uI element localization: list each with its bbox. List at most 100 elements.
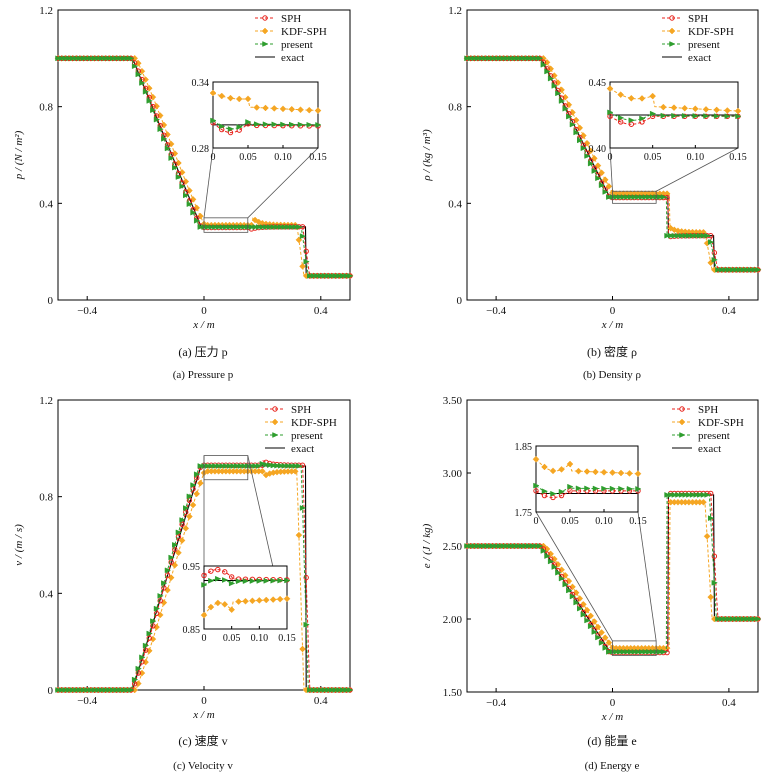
series-kdf-sph-marker <box>153 623 160 631</box>
legend-label-kdf-sph: KDF-SPH <box>291 417 337 429</box>
series-present-marker <box>711 256 718 263</box>
series-present-marker <box>711 579 718 586</box>
inset-kdf-sph-marker <box>691 105 699 113</box>
series-sph-marker <box>135 670 142 676</box>
series-present-marker <box>299 233 307 240</box>
series-present-marker <box>226 463 234 469</box>
series-present-marker <box>219 463 226 469</box>
series-present-marker <box>310 272 318 279</box>
caption-english: (c) Velocity v <box>173 760 233 772</box>
series-present-marker <box>573 599 580 606</box>
series-kdf-sph-marker <box>580 600 587 608</box>
series-present-marker <box>318 272 325 279</box>
inset-kdf-sph-marker <box>575 467 582 475</box>
legend-label-kdf-sph: KDF-SPH <box>698 417 744 429</box>
series-present-marker <box>241 224 248 230</box>
series-present-marker <box>263 224 270 230</box>
zoom-connector <box>203 147 214 218</box>
series-present-marker <box>478 543 486 549</box>
zoom-box <box>612 640 657 656</box>
series-present-marker <box>747 266 755 273</box>
series-kdf-sph-marker <box>601 176 609 184</box>
inset-kdf-sph-marker <box>209 89 217 97</box>
series-present-marker <box>562 105 569 112</box>
series-present-marker <box>281 462 288 469</box>
inset-kdf-sph-marker <box>541 463 548 471</box>
inset-kdf-sph-marker <box>713 106 721 114</box>
x-tick-label: −0.4 <box>77 305 97 317</box>
series-kdf-sph-marker <box>193 204 201 212</box>
inset-present-marker <box>254 121 261 128</box>
series-present-marker <box>562 581 569 588</box>
series-present-marker <box>321 272 329 279</box>
series-present-marker <box>135 665 142 672</box>
y-tick-label: 0.8 <box>448 102 462 114</box>
inset-present-marker <box>628 117 635 124</box>
series-present-marker <box>314 687 321 693</box>
series-present-marker <box>208 463 215 469</box>
inset-kdf-sph-marker <box>649 92 657 100</box>
series-present-marker <box>744 616 751 622</box>
series-present-marker <box>139 654 146 661</box>
series-present-marker <box>529 55 537 62</box>
series-kdf-sph-marker <box>259 467 266 475</box>
legend-label-sph: SPH <box>698 404 718 416</box>
inset-present-marker <box>635 486 642 492</box>
inset-kdf-sph-marker <box>549 467 557 475</box>
series-present-marker <box>256 463 263 469</box>
series-present-marker <box>547 75 555 82</box>
series-present-marker <box>558 575 566 582</box>
inset-present-marker <box>201 582 208 588</box>
series-present-marker <box>277 224 285 230</box>
series-present-marker <box>73 687 80 693</box>
series-present-marker <box>303 621 310 628</box>
legend-label-sph: SPH <box>281 13 301 25</box>
series-present-marker <box>573 129 580 136</box>
inset-sph-marker <box>201 572 207 579</box>
series-present-marker <box>84 55 91 62</box>
series-present-marker <box>343 687 350 693</box>
inset-kdf-sph-marker <box>638 95 646 102</box>
series-sph-marker <box>146 635 152 641</box>
legend-label-exact: exact <box>688 52 711 64</box>
series-present-marker <box>131 676 139 683</box>
series-present-marker <box>347 272 354 279</box>
series-present-marker <box>223 224 230 230</box>
series-present-marker <box>482 543 489 549</box>
inset-present-marker <box>713 113 721 120</box>
inset-present-marker <box>626 485 634 492</box>
inset-present-marker <box>277 577 284 584</box>
series-present-marker <box>704 492 711 498</box>
series-kdf-sph-marker <box>703 532 711 540</box>
series-kdf-sph-marker <box>601 634 609 642</box>
inset-kdf-sph-marker <box>734 107 742 115</box>
series-present-marker <box>613 194 620 200</box>
series-present-marker <box>591 168 598 174</box>
series-present-marker <box>135 71 142 78</box>
series-present-marker <box>515 543 522 549</box>
series-present-marker <box>624 648 631 655</box>
series-kdf-sph-marker <box>594 162 602 170</box>
series-present-marker <box>740 266 748 273</box>
series-present-marker <box>248 224 256 230</box>
series-present-marker <box>551 82 558 89</box>
legend-label-exact: exact <box>281 52 304 64</box>
series-present-marker <box>117 55 124 62</box>
series-present-marker <box>726 616 733 622</box>
caption-english: (a) Pressure p <box>173 369 234 381</box>
series-present-marker <box>161 135 168 142</box>
series-present-marker <box>110 687 117 693</box>
series-kdf-sph-marker <box>182 525 190 532</box>
series-present-marker <box>128 687 135 693</box>
series-sph-marker <box>708 490 714 497</box>
inset-x-tick-label: 0.10 <box>595 516 613 527</box>
series-present-marker <box>475 55 482 62</box>
y-tick-label: 1.2 <box>39 5 53 17</box>
series-present-marker <box>332 272 340 279</box>
series-present-marker <box>120 687 128 693</box>
series-present-marker <box>715 616 722 622</box>
series-present-marker <box>88 55 95 62</box>
inset-kdf-sph-marker <box>242 597 249 605</box>
series-present-marker <box>219 224 226 230</box>
